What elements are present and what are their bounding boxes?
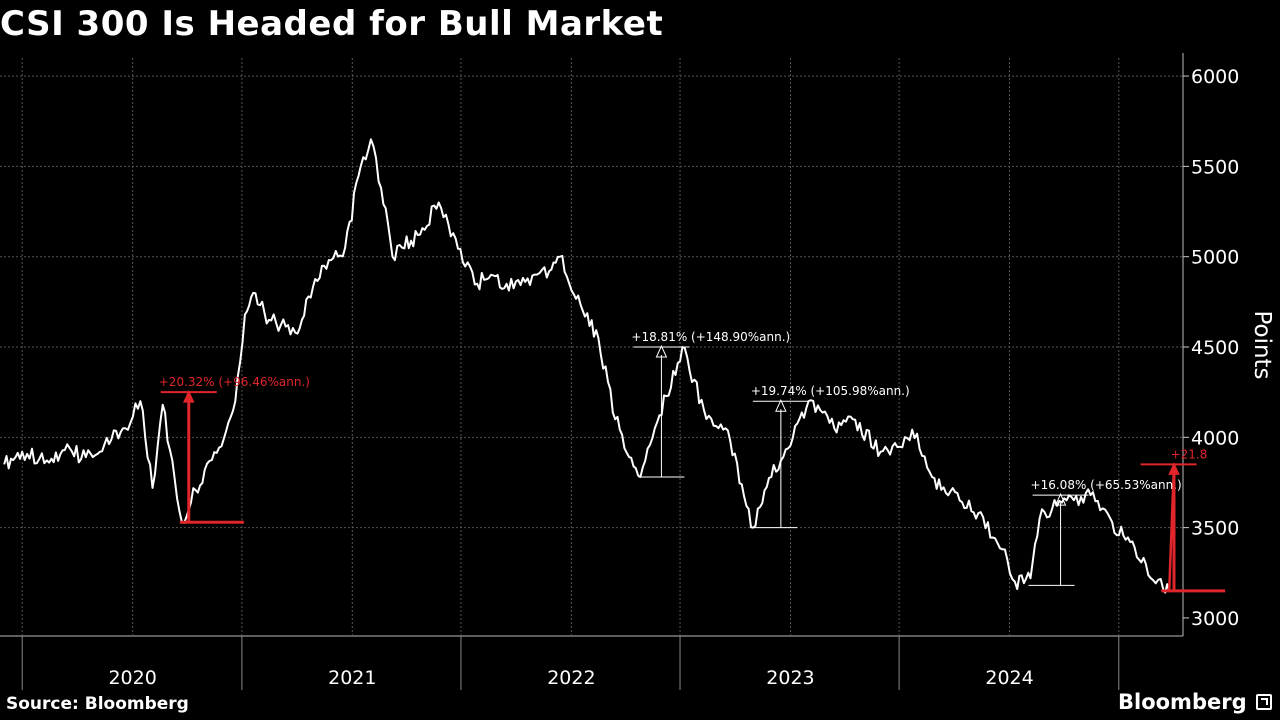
chart-title: CSI 300 Is Headed for Bull Market: [0, 4, 664, 44]
annotation-label: +16.08% (+65.53%ann.): [1031, 478, 1182, 492]
grid-lines: [0, 58, 1183, 637]
y-axis: 3000 3500 4000 4500 5000 5500 6000 Points: [1182, 53, 1275, 636]
y-tick-label: 5500: [1191, 156, 1239, 178]
brand-logo: Bloomberg: [1118, 690, 1247, 714]
annotation-arrow-head: [775, 398, 787, 412]
x-tick-label: 2020: [108, 667, 156, 689]
y-tick-label: 4000: [1191, 427, 1239, 449]
annotation-label: +20.32% (+96.46%ann.): [159, 375, 310, 389]
series-layer: [3, 138, 1176, 594]
annotation-arrow-head: [1054, 492, 1067, 506]
annotation-arrow-head: [1168, 462, 1180, 475]
annotation-label: +21.8: [1171, 447, 1208, 461]
external-link-icon[interactable]: [1256, 694, 1272, 710]
rally-annotation: +16.08% (+65.53%ann.): [1028, 478, 1182, 586]
annotations-layer: +20.32% (+96.46%ann.) +18.81% (+148.90%an…: [159, 330, 1226, 593]
y-axis-title: Points: [1249, 310, 1275, 379]
y-tick-label: 3500: [1191, 518, 1239, 540]
y-tick-label: 5000: [1191, 247, 1239, 269]
x-tick-label: 2024: [985, 667, 1033, 689]
annotation-label: +18.81% (+148.90%ann.): [631, 330, 790, 344]
y-tick-label: 3000: [1191, 608, 1239, 630]
series-line: [3, 138, 1171, 594]
rally-annotation: +19.74% (+105.98%ann.): [751, 384, 910, 529]
rally-annotation: +20.32% (+96.46%ann.): [159, 375, 310, 524]
x-tick-label: 2021: [328, 667, 376, 689]
y-tick-label: 4500: [1191, 337, 1239, 359]
annotation-arrow-head: [182, 389, 195, 403]
source-note: Source: Bloomberg: [6, 694, 189, 714]
annotation-label: +19.74% (+105.98%ann.): [751, 384, 910, 398]
y-tick-label: 6000: [1191, 66, 1239, 88]
x-tick-label: 2022: [547, 667, 595, 689]
rally-annotation: +18.81% (+148.90%ann.): [631, 330, 790, 478]
annotation-arrow-head: [655, 344, 668, 358]
x-tick-label: 2023: [766, 667, 814, 689]
rally-annotation: +21.8: [1140, 447, 1226, 593]
x-axis: 2020 2021 2022 2023 2024: [21, 636, 1120, 690]
